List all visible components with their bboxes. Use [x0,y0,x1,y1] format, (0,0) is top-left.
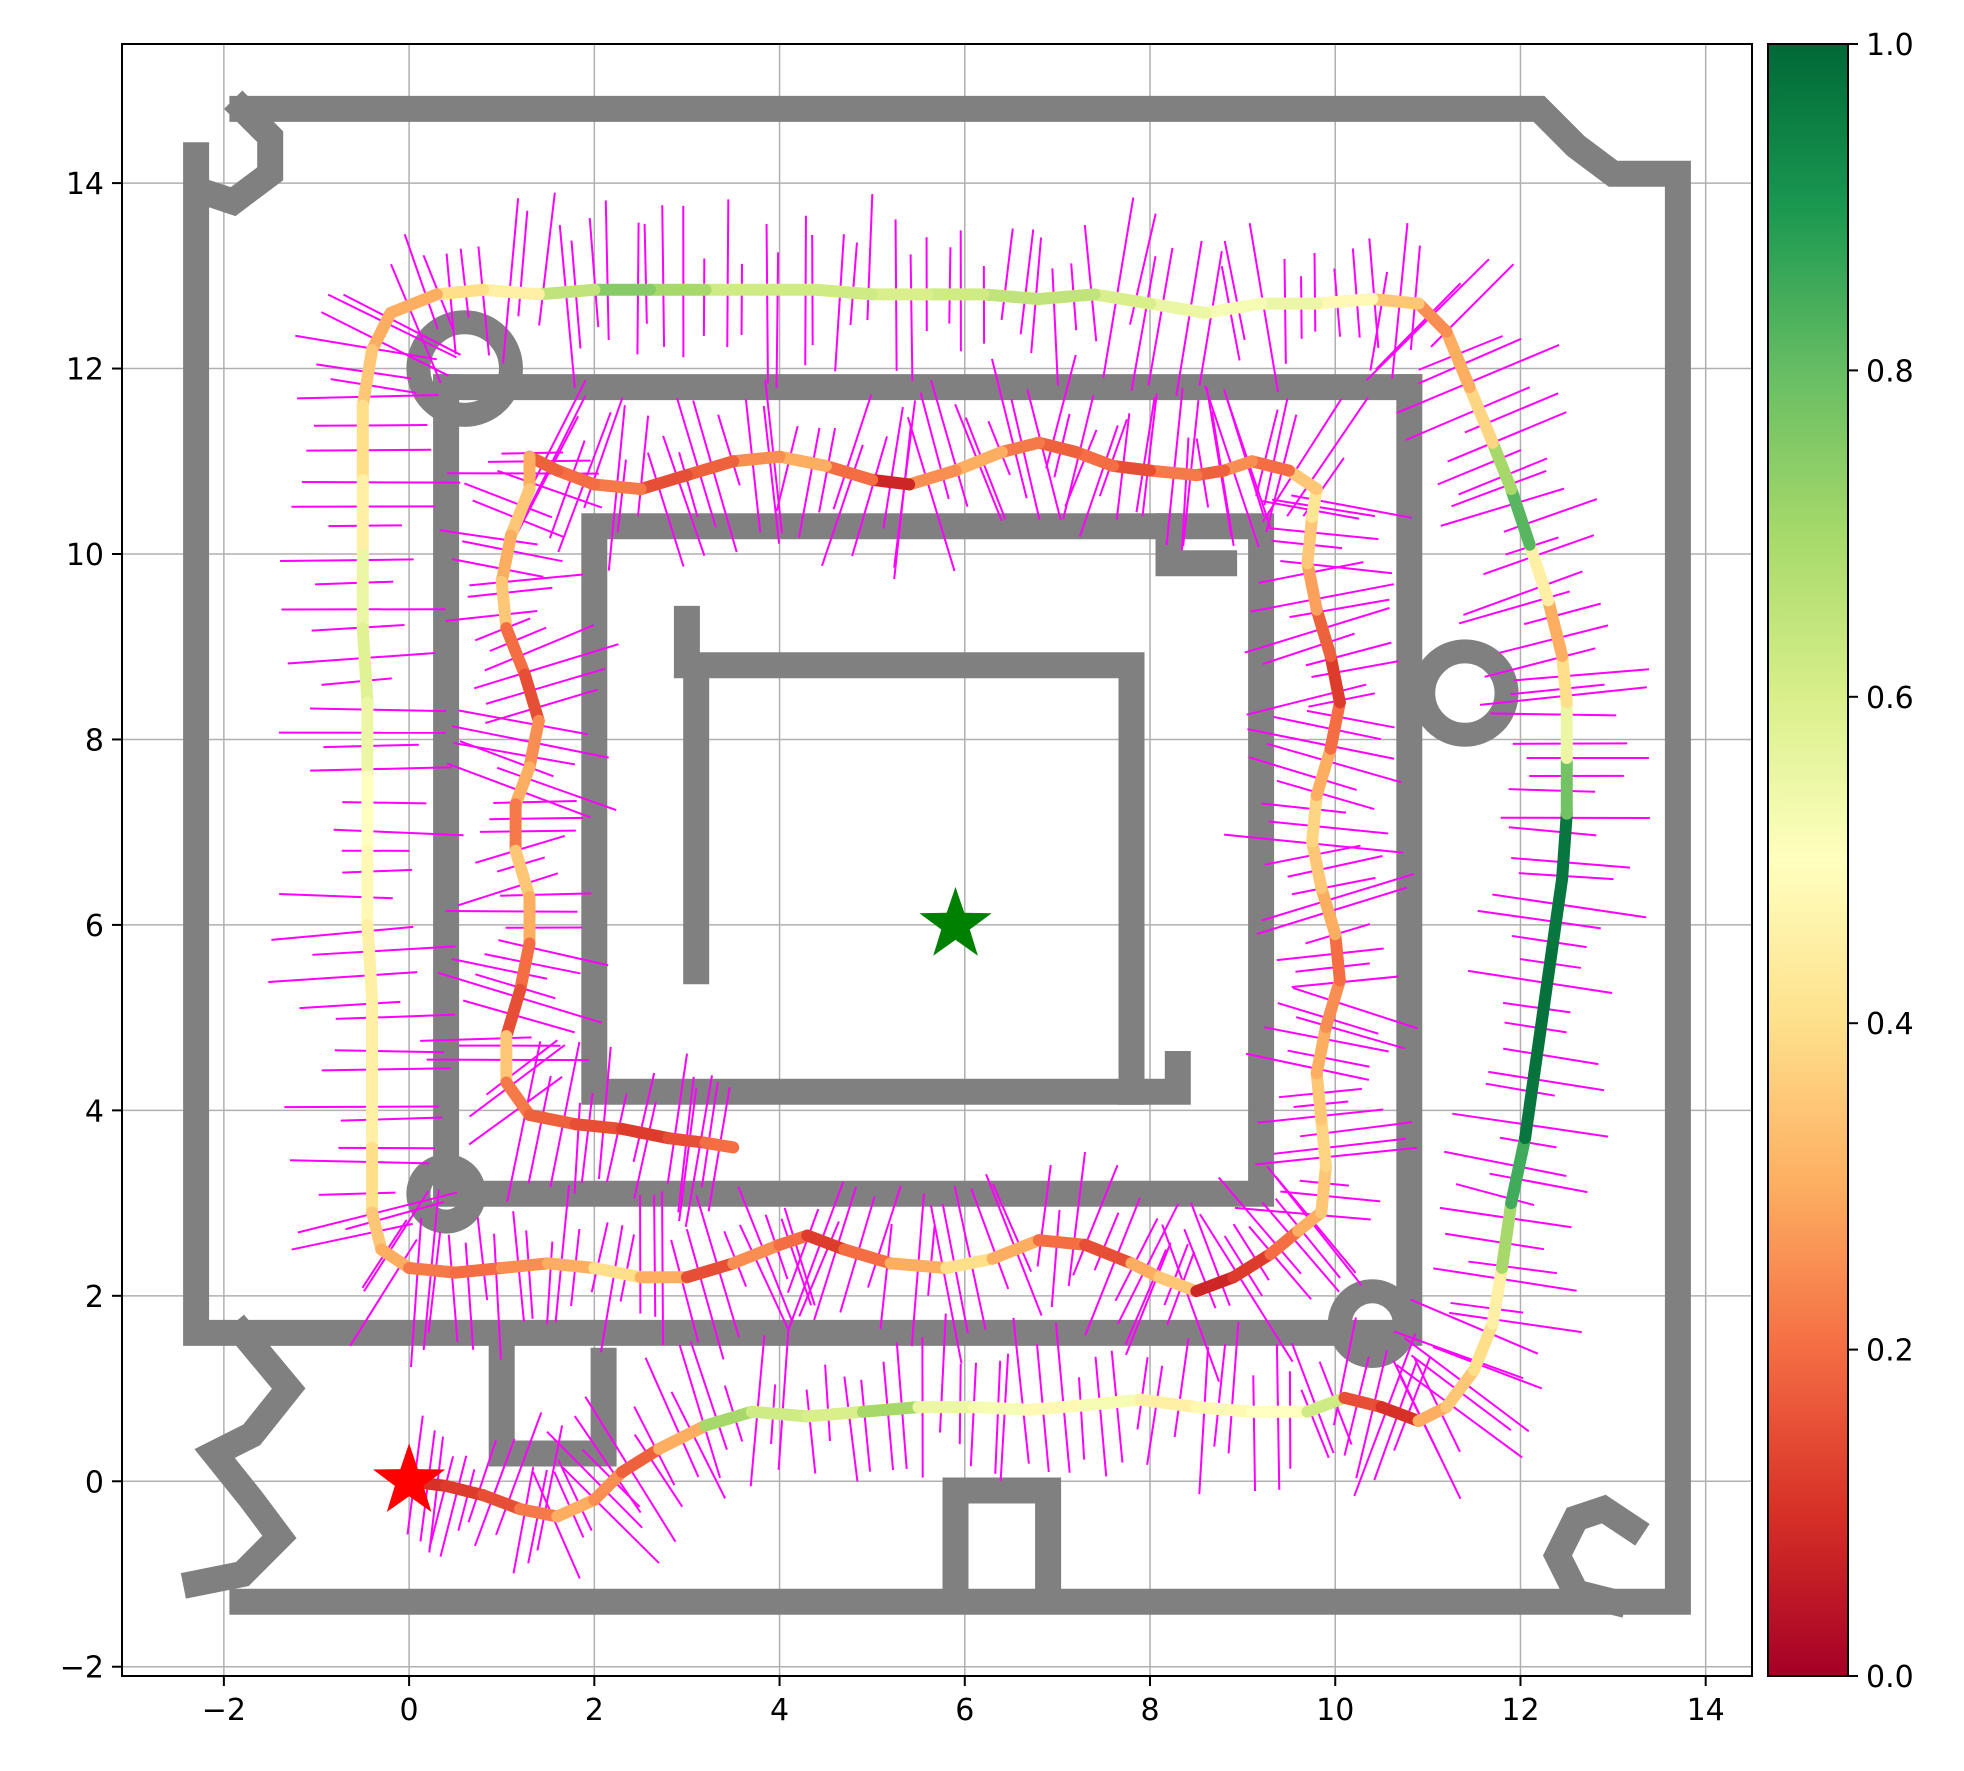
trajectory-segment [539,290,595,295]
trajectory-segment [1039,1240,1085,1245]
y-tick-label: 2 [85,1280,104,1315]
trajectory-segment [733,457,779,462]
sensor-ray [342,802,426,803]
sensor-ray [767,224,768,383]
sensor-ray [446,911,578,912]
trajectory-segment [483,290,539,295]
trajectory-segment [817,290,873,295]
trajectory-segment [1321,1166,1326,1212]
sensor-ray [314,425,427,426]
trajectory-segment [983,294,1039,299]
x-tick-label: 4 [770,1693,789,1728]
colorbar-tick-label: 0.6 [1866,681,1914,716]
trajectory-segment [1317,1073,1322,1119]
sensor-ray [727,199,728,347]
trajectory-segment [409,1268,455,1273]
trajectory-segment [891,1263,947,1268]
trajectory-segment [1562,814,1567,879]
y-tick-label: 12 [66,353,104,388]
trajectory-segment [437,290,483,295]
trajectory-segment [502,1263,548,1268]
sensor-ray [284,1107,438,1108]
sensor-ray [480,831,576,832]
colorbar-tick-label: 0.0 [1866,1660,1914,1695]
sensor-ray [949,247,950,323]
colorbar-tick-label: 0.4 [1866,1007,1914,1042]
trajectory-segment [752,1412,808,1417]
trajectory-segment [1307,517,1312,563]
trajectory-segment [455,1268,501,1273]
sensor-ray [489,818,583,819]
sensor-ray [662,1191,663,1345]
trajectory-segment [807,1412,863,1417]
trajectory-segment [1312,795,1317,841]
trajectory-segment [1141,1400,1197,1407]
sensor-ray [1315,253,1316,332]
trajectory-segment [1030,1405,1086,1410]
trajectory-segment [1372,299,1418,304]
colorbar-tick-label: 0.8 [1866,354,1914,389]
trajectory-segment [576,1124,622,1129]
trajectory-segment [1196,1407,1252,1412]
trajectory-segment [367,925,372,999]
colorbar-gradient [1768,44,1848,1676]
sensor-ray [1285,259,1286,364]
y-tick-label: 8 [85,723,104,758]
trajectory-segment [1562,656,1567,702]
y-tick-label: 10 [66,538,104,573]
x-tick-label: −2 [202,1693,246,1728]
y-tick-label: 14 [66,167,104,202]
colorbar-tick-label: 1.0 [1866,28,1914,63]
trajectory-segment [705,1143,733,1148]
trajectory-segment [1150,471,1196,476]
trajectory-segment [974,1407,1030,1410]
trajectory-segment [863,1407,919,1412]
trajectory-segment [1335,934,1340,980]
trajectory-segment [594,484,640,489]
trajectory-segment [1085,1400,1141,1406]
trajectory-segment [548,1263,594,1268]
x-tick-label: 6 [955,1693,974,1728]
trajectory-segment [502,582,507,628]
trajectory-segment [1039,294,1095,299]
trajectory-segment [1321,1120,1326,1166]
sensor-ray [302,482,460,483]
trajectory-segment [1317,299,1373,304]
x-tick-label: 10 [1316,1693,1354,1728]
sensor-ray [654,1195,655,1317]
trajectory-segment [363,628,368,702]
x-tick-label: 0 [400,1693,419,1728]
x-tick-label: 14 [1687,1693,1725,1728]
colorbar-tick-label: 0.2 [1866,1334,1914,1369]
x-tick-label: 8 [1140,1693,1159,1728]
y-tick-label: 6 [85,909,104,944]
x-tick-label: 12 [1501,1693,1539,1728]
y-tick-label: −2 [60,1651,104,1686]
y-tick-label: 4 [85,1094,104,1129]
x-tick-label: 2 [585,1693,604,1728]
y-tick-label: 0 [85,1465,104,1500]
